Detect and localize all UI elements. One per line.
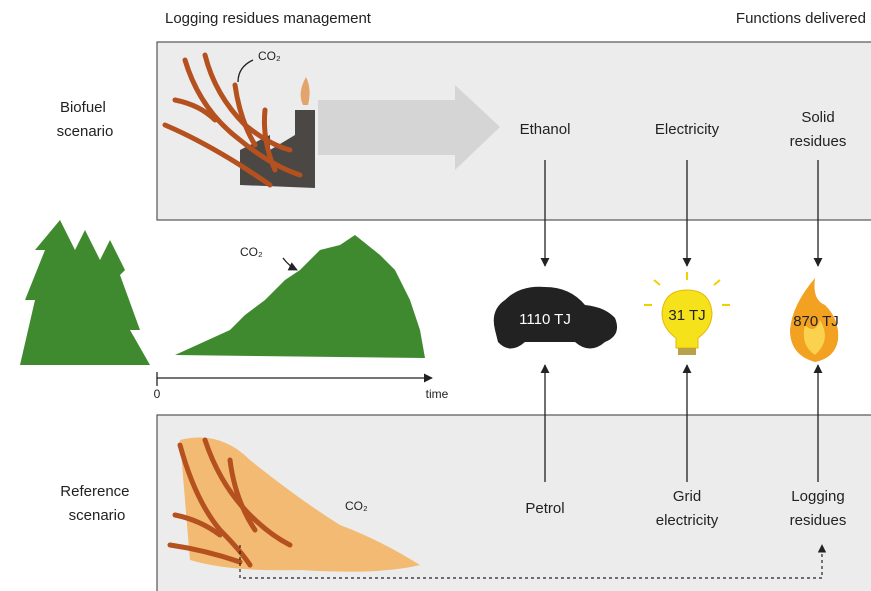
line: residues	[790, 133, 847, 150]
co2-label: CO₂	[240, 245, 263, 259]
time-origin: 0	[154, 387, 161, 401]
car-icon	[493, 286, 618, 349]
reference-label: Reference scenario	[60, 483, 133, 524]
biofuel-function: Electricity	[655, 121, 720, 138]
biofuel-panel	[156, 41, 871, 221]
co2-label: CO₂	[345, 499, 368, 513]
line: Biofuel	[60, 99, 106, 116]
reference-function: Logging residues	[790, 488, 847, 529]
line: Ethanol	[520, 121, 571, 138]
amount: 1110 TJ	[519, 311, 571, 328]
biofuel-function: Solid residues	[790, 109, 847, 150]
line: Reference	[60, 483, 129, 500]
biofuel-function: Ethanol	[520, 121, 571, 138]
line: Logging	[791, 488, 844, 505]
header-left: Logging residues management	[165, 10, 372, 27]
branches-bottom	[167, 437, 293, 568]
amount: 31 TJ	[668, 307, 705, 324]
biofuel-label: Biofuel scenario	[57, 99, 114, 140]
line: Petrol	[525, 500, 564, 517]
reference-function: Grid electricity	[656, 488, 719, 529]
line: Grid	[673, 488, 701, 505]
process-arrow	[318, 85, 500, 170]
flame-icon	[790, 278, 839, 362]
line: scenario	[69, 507, 126, 524]
forest	[20, 220, 425, 365]
line: electricity	[656, 512, 719, 529]
bulb-icon	[644, 272, 730, 355]
branches-top	[162, 52, 303, 188]
line: residues	[790, 512, 847, 529]
line: scenario	[57, 123, 114, 140]
co2-pointer	[237, 59, 254, 83]
line: Electricity	[655, 121, 720, 138]
residue-loop	[239, 544, 827, 579]
fire	[180, 437, 420, 572]
co2-pointer	[282, 257, 298, 271]
factory	[240, 77, 315, 188]
line: Solid	[801, 109, 834, 126]
reference-function: Petrol	[525, 500, 564, 517]
header-right: Functions delivered	[736, 10, 866, 27]
amount: 870 TJ	[793, 313, 839, 330]
time-label: time	[426, 387, 449, 401]
functions: Ethanol Petrol 1110 TJ Electricity Grid elect…	[519, 109, 846, 529]
co2-label: CO₂	[258, 49, 281, 63]
flame-core	[803, 320, 825, 355]
